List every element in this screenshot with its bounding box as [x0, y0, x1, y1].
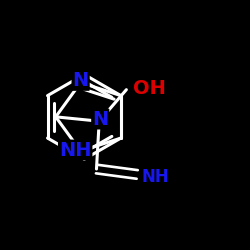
Text: OH: OH: [133, 79, 166, 98]
Text: N: N: [92, 110, 108, 128]
Text: NH: NH: [142, 168, 169, 186]
Text: NH: NH: [59, 140, 92, 160]
Text: N: N: [72, 71, 89, 90]
